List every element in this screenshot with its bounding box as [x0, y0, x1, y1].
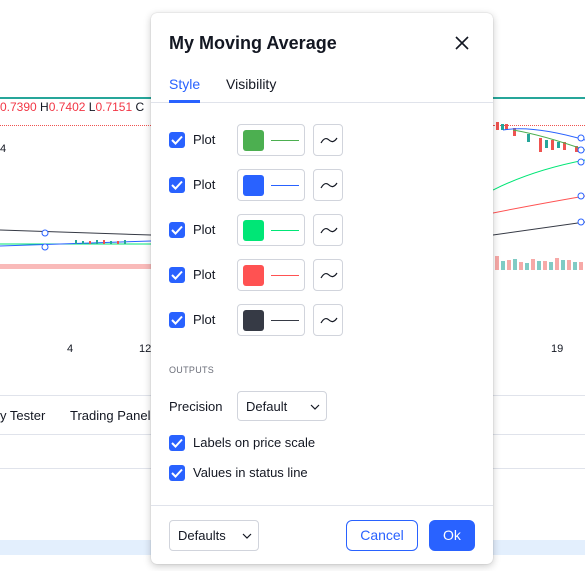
price-axis-label: 4 — [0, 143, 7, 155]
plot-label: Plot — [193, 177, 216, 192]
plot-checkbox[interactable] — [169, 222, 185, 238]
color-swatch — [243, 265, 264, 286]
plot-checkbox[interactable] — [169, 312, 185, 328]
plot-style-button[interactable] — [313, 304, 343, 336]
precision-value: Default — [246, 399, 288, 414]
defaults-label: Defaults — [178, 528, 226, 543]
color-swatch — [243, 175, 264, 196]
tab-visibility[interactable]: Visibility — [226, 76, 277, 92]
check-icon — [171, 225, 183, 235]
line-preview — [271, 185, 299, 186]
color-swatch — [243, 130, 264, 151]
plot-row: Plot — [169, 259, 349, 291]
ohlc-readout: 0.7390 H0.7402 L0.7151 C — [0, 100, 145, 114]
check-icon — [171, 468, 183, 478]
close-icon — [455, 36, 469, 50]
values-in-status-line-row: Values in status line — [169, 463, 369, 483]
defaults-dropdown[interactable]: Defaults — [169, 520, 259, 551]
chart-left-fragment[interactable] — [0, 200, 151, 280]
plot-label: Plot — [193, 312, 216, 327]
ok-button[interactable]: Ok — [429, 520, 475, 551]
outputs-heading: OUTPUTS — [169, 365, 215, 375]
time-axis-tick: 12 — [139, 343, 152, 355]
plot-style-button[interactable] — [313, 259, 343, 291]
time-axis-tick: 4 — [67, 343, 74, 355]
plot-label: Plot — [193, 267, 216, 282]
color-swatch — [243, 310, 264, 331]
check-icon — [171, 438, 183, 448]
indicator-settings-dialog: My Moving Average Style Visibility Plot … — [151, 13, 493, 564]
plot-row: Plot — [169, 169, 349, 201]
plot-checkbox[interactable] — [169, 267, 185, 283]
precision-label: Precision — [169, 399, 223, 414]
plot-label: Plot — [193, 222, 216, 237]
line-preview — [271, 230, 299, 231]
check-icon — [171, 270, 183, 280]
values-in-status-line-checkbox[interactable] — [169, 465, 185, 481]
line-preview — [271, 140, 299, 141]
plot-color-button[interactable] — [237, 304, 305, 336]
labels-on-price-scale-checkbox[interactable] — [169, 435, 185, 451]
plot-checkbox[interactable] — [169, 177, 185, 193]
precision-select[interactable]: Default — [237, 391, 327, 421]
values-in-status-line-label: Values in status line — [193, 465, 308, 480]
plot-style-button[interactable] — [313, 169, 343, 201]
plot-row: Plot — [169, 124, 349, 156]
chevron-down-icon — [242, 533, 252, 539]
chart-right-fragment[interactable] — [493, 110, 585, 275]
plot-color-button[interactable] — [237, 169, 305, 201]
plot-checkbox[interactable] — [169, 132, 185, 148]
dialog-footer: Defaults Cancel Ok — [151, 505, 493, 564]
plot-style-button[interactable] — [313, 214, 343, 246]
line-preview — [271, 320, 299, 321]
dialog-title: My Moving Average — [169, 33, 337, 53]
cancel-button[interactable]: Cancel — [346, 520, 418, 551]
plot-row: Plot — [169, 214, 349, 246]
color-swatch — [243, 220, 264, 241]
line-style-icon — [320, 137, 338, 144]
plot-row: Plot — [169, 304, 349, 336]
dialog-tabs: Style Visibility — [151, 71, 493, 103]
line-style-icon — [320, 272, 338, 279]
chart-top-line — [493, 97, 585, 99]
plot-color-button[interactable] — [237, 259, 305, 291]
labels-on-price-scale-label: Labels on price scale — [193, 435, 316, 450]
tab-trading-panel[interactable]: Trading Panel — [70, 408, 151, 423]
labels-on-price-scale-row: Labels on price scale — [169, 433, 369, 453]
check-icon — [171, 315, 183, 325]
chart-top-line — [0, 97, 151, 99]
chevron-down-icon — [310, 404, 320, 410]
check-icon — [171, 180, 183, 190]
tab-strategy-tester[interactable]: y Tester — [0, 408, 46, 423]
line-style-icon — [320, 227, 338, 234]
check-icon — [171, 135, 183, 145]
plot-color-button[interactable] — [237, 214, 305, 246]
price-line — [493, 125, 585, 126]
time-axis-tick: 19 — [551, 343, 564, 355]
price-line — [0, 125, 151, 126]
plot-label: Plot — [193, 132, 216, 147]
line-style-icon — [320, 317, 338, 324]
plot-color-button[interactable] — [237, 124, 305, 156]
line-style-icon — [320, 182, 338, 189]
close-button[interactable] — [451, 32, 473, 54]
line-preview — [271, 275, 299, 276]
tab-style[interactable]: Style — [169, 76, 201, 103]
plot-style-button[interactable] — [313, 124, 343, 156]
